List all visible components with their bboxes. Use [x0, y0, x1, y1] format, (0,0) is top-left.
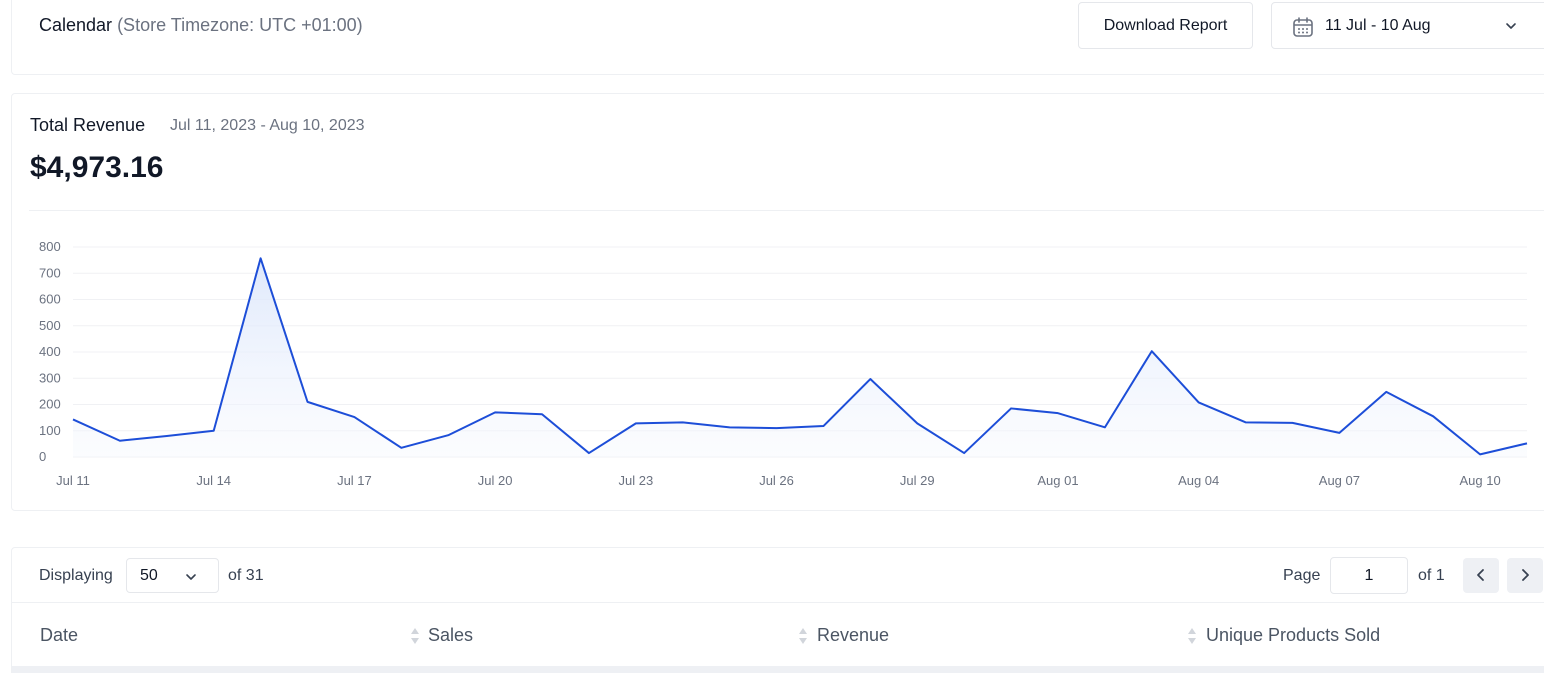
calendar-title: Calendar (Store Timezone: UTC +01:00) [39, 15, 363, 36]
data-point [1384, 390, 1388, 394]
revenue-card: Total Revenue Jul 11, 2023 - Aug 10, 202… [11, 93, 1544, 511]
calendar-title-text: Calendar [39, 15, 113, 35]
y-tick-label: 0 [39, 449, 46, 464]
calendar-header: Calendar (Store Timezone: UTC +01:00) Do… [11, 0, 1544, 75]
page-number-input[interactable] [1330, 557, 1408, 594]
column-header-sales[interactable]: Sales [428, 625, 474, 645]
data-point [306, 400, 310, 404]
sort-icon[interactable] [1187, 626, 1197, 646]
chevron-left-icon [1477, 569, 1484, 581]
y-tick-label: 500 [39, 318, 61, 333]
data-point [634, 421, 638, 425]
y-tick-label: 200 [39, 397, 61, 412]
x-tick-label: Jul 14 [196, 473, 231, 488]
x-tick-label: Jul 20 [478, 473, 513, 488]
chevron-right-icon [1522, 569, 1529, 581]
series-area [73, 258, 1527, 457]
data-point [1290, 421, 1294, 425]
total-pages-label: of 1 [1418, 567, 1445, 584]
calendar-icon [1293, 17, 1313, 37]
data-point [1431, 414, 1435, 418]
data-point [868, 377, 872, 381]
data-point [71, 417, 75, 421]
data-point [399, 446, 403, 450]
x-tick-label: Jul 26 [759, 473, 794, 488]
divider [12, 602, 1544, 603]
y-tick-label: 100 [39, 423, 61, 438]
data-point [1244, 420, 1248, 424]
y-tick-label: 400 [39, 344, 61, 359]
column-header-date[interactable]: Date [40, 625, 79, 645]
sort-icon[interactable] [410, 626, 420, 646]
x-tick-label: Jul 17 [337, 473, 372, 488]
data-point [1009, 406, 1013, 410]
sort-icon[interactable] [798, 626, 808, 646]
y-tick-label: 300 [39, 370, 61, 385]
x-tick-label: Aug 10 [1459, 473, 1500, 488]
data-point [493, 410, 497, 414]
daily-revenue-table: Displaying 50 of 31 Page of 1 Date Sales… [11, 547, 1544, 673]
data-point [1197, 400, 1201, 404]
x-tick-label: Jul 11 [56, 473, 90, 488]
data-point [587, 451, 591, 455]
x-tick-label: Jul 29 [900, 473, 935, 488]
data-point [728, 425, 732, 429]
data-point [1478, 452, 1482, 456]
data-point [1056, 411, 1060, 415]
data-point [446, 433, 450, 437]
data-point [1337, 431, 1341, 435]
total-rows-label: of 31 [228, 567, 264, 584]
data-point [540, 412, 544, 416]
data-point [915, 421, 919, 425]
total-revenue-value: $4,973.16 [30, 151, 164, 184]
data-point [775, 426, 779, 430]
data-point [821, 424, 825, 428]
revenue-chart: 0 100 200 300 400 500 600 700 800 Jul 11 Jul 14 Jul… [39, 239, 1529, 488]
data-point [165, 434, 169, 438]
data-point [1150, 349, 1154, 353]
data-point [212, 429, 216, 433]
date-range-value: 11 Jul - 10 Aug [1325, 17, 1431, 34]
total-revenue-label: Total Revenue [30, 115, 146, 135]
y-tick-label: 800 [39, 239, 61, 254]
per-page-value: 50 [140, 567, 158, 584]
data-point [352, 415, 356, 419]
displaying-label: Displaying [39, 567, 113, 584]
data-point [1525, 441, 1529, 445]
x-tick-label: Aug 04 [1178, 473, 1219, 488]
x-tick-label: Aug 07 [1319, 473, 1360, 488]
page-label: Page [1283, 567, 1321, 584]
next-page-button[interactable] [1507, 558, 1543, 593]
data-point [962, 451, 966, 455]
table-row [12, 666, 1544, 673]
data-point [1103, 425, 1107, 429]
per-page-select[interactable]: 50 [126, 558, 219, 593]
data-point [259, 256, 263, 260]
download-report-button[interactable]: Download Report [1078, 2, 1253, 49]
x-tick-label: Jul 23 [618, 473, 653, 488]
column-header-revenue[interactable]: Revenue [817, 625, 890, 645]
chevron-down-icon [1506, 23, 1516, 29]
column-header-unique-products-sold[interactable]: Unique Products Sold [1206, 625, 1381, 645]
revenue-date-range: Jul 11, 2023 - Aug 10, 2023 [170, 117, 365, 134]
previous-page-button[interactable] [1463, 558, 1499, 593]
y-tick-label: 700 [39, 265, 61, 280]
divider [29, 210, 1544, 211]
y-tick-label: 600 [39, 292, 61, 307]
chevron-down-icon [186, 574, 196, 580]
store-timezone: (Store Timezone: UTC +01:00) [117, 15, 363, 35]
date-range-picker[interactable]: 11 Jul - 10 Aug [1271, 2, 1544, 49]
data-point [118, 439, 122, 443]
data-point [681, 420, 685, 424]
series-line [72, 257, 1528, 456]
x-tick-label: Aug 01 [1037, 473, 1078, 488]
download-report-label: Download Report [1103, 16, 1228, 34]
